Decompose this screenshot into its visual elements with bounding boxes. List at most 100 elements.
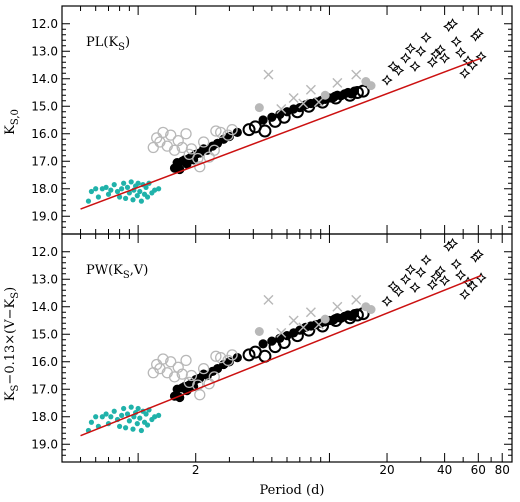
data-point-gray-ring bbox=[185, 369, 198, 382]
data-point-cyan bbox=[111, 182, 117, 188]
data-point-star bbox=[472, 27, 484, 39]
data-point-black-ring bbox=[258, 124, 272, 138]
data-point-cyan bbox=[93, 186, 99, 192]
data-point-gray-ring bbox=[210, 350, 222, 362]
data-point-black-ring bbox=[242, 348, 256, 362]
data-point-gray-ring bbox=[226, 349, 238, 361]
data-point-cyan bbox=[128, 179, 134, 185]
data-point-star bbox=[415, 266, 427, 278]
data-point-gray-cross bbox=[263, 294, 274, 305]
data-point-star bbox=[475, 272, 487, 284]
data-point-star bbox=[434, 44, 446, 56]
data-point-gray-ring bbox=[197, 362, 210, 375]
data-point-gray-cross bbox=[288, 315, 299, 326]
data-point-gray-cross bbox=[305, 84, 316, 95]
data-point-star bbox=[475, 51, 487, 63]
y-tick-label: 19.0 bbox=[31, 209, 58, 223]
data-point-black-filled bbox=[232, 127, 242, 137]
data-point-gray-cross bbox=[288, 93, 299, 103]
data-point-cyan bbox=[119, 412, 125, 418]
data-point-star bbox=[446, 18, 459, 30]
data-point-cyan bbox=[121, 405, 127, 412]
data-point-cyan bbox=[130, 197, 136, 203]
y-tick-label: 16.0 bbox=[31, 355, 58, 369]
data-point-cyan bbox=[111, 408, 117, 414]
data-point-gray-cross bbox=[298, 322, 309, 333]
data-point-cyan bbox=[143, 184, 149, 190]
data-point-cyan bbox=[124, 411, 131, 417]
data-point-star bbox=[450, 36, 462, 48]
data-point-gray-ring bbox=[208, 144, 220, 156]
panel-top: PL(KS) KS,0 12.0 13.0 14.0 15.0 16.0 17.0 18.0… bbox=[3, 5, 513, 235]
data-point-star bbox=[466, 280, 479, 292]
panel-top-ylabel: KS,0 bbox=[3, 109, 21, 135]
data-point-cyan bbox=[93, 414, 99, 420]
data-point-gray-ring bbox=[147, 141, 159, 154]
data-point-gray-cross bbox=[276, 327, 287, 338]
data-point-star bbox=[439, 52, 451, 64]
x-tick-label: 80 bbox=[495, 463, 510, 477]
data-point-gray-ring bbox=[192, 152, 204, 165]
data-point-star bbox=[430, 270, 442, 283]
data-point-gray-ring bbox=[180, 128, 192, 140]
data-point-gray-ring bbox=[210, 125, 222, 137]
y-tick-label: 17.0 bbox=[31, 382, 58, 396]
data-point-cyan bbox=[156, 412, 162, 418]
data-point-star bbox=[426, 279, 438, 291]
y-tick-label: 14.0 bbox=[31, 300, 58, 314]
data-point-cyan bbox=[85, 198, 92, 204]
data-point-star bbox=[439, 275, 451, 287]
data-point-star bbox=[450, 258, 462, 270]
data-point-cyan bbox=[88, 419, 95, 425]
data-point-cyan bbox=[152, 414, 158, 420]
data-point-black-ring bbox=[277, 336, 291, 349]
data-point-gray-ring bbox=[168, 371, 181, 383]
data-point-star bbox=[459, 288, 471, 300]
panel-bottom-title: PW(KS,V) bbox=[86, 263, 148, 281]
data-point-star bbox=[420, 31, 432, 44]
data-point-cyan bbox=[144, 422, 151, 428]
data-point-black-ring bbox=[329, 314, 343, 327]
data-point-cyan bbox=[130, 426, 136, 432]
data-point-cyan bbox=[116, 423, 123, 429]
data-point-cyan bbox=[143, 411, 149, 417]
data-point-star bbox=[420, 254, 432, 266]
panel-bottom-ylabel: KS−0.13×(V−KS) bbox=[3, 287, 21, 401]
y-tick-label: 13.0 bbox=[31, 44, 58, 58]
data-point-gray-cross bbox=[276, 104, 287, 114]
data-point-black-filled bbox=[258, 115, 268, 125]
data-point-star bbox=[404, 42, 417, 55]
data-point-cyan bbox=[116, 194, 123, 200]
data-point-cyan bbox=[134, 193, 140, 199]
data-point-cyan bbox=[152, 187, 158, 193]
data-point-star bbox=[466, 59, 479, 71]
data-point-star bbox=[387, 280, 399, 292]
y-tick-label: 18.0 bbox=[31, 182, 58, 196]
y-tick-label: 15.0 bbox=[31, 327, 58, 341]
data-point-black-ring bbox=[350, 86, 364, 99]
data-point-star bbox=[459, 67, 471, 79]
data-point-cyan bbox=[103, 411, 109, 417]
data-point-star bbox=[404, 264, 417, 276]
data-point-star bbox=[415, 45, 427, 57]
data-point-gray-ring bbox=[168, 144, 181, 156]
data-point-cyan bbox=[88, 188, 95, 195]
data-point-cyan bbox=[99, 414, 105, 420]
data-point-black-ring bbox=[343, 88, 357, 102]
panel-top-title: PL(KS) bbox=[86, 35, 130, 53]
data-point-cyan bbox=[138, 198, 144, 204]
data-point-gray-cross bbox=[313, 319, 324, 330]
x-tick-label: 60 bbox=[471, 463, 486, 477]
data-point-star bbox=[399, 52, 412, 64]
data-point-gray-ring bbox=[157, 353, 169, 365]
data-point-gray-cross bbox=[298, 98, 309, 109]
data-point-gray-cross bbox=[351, 69, 362, 80]
fit-line bbox=[80, 274, 482, 437]
data-point-cyan bbox=[134, 421, 140, 427]
data-point-cyan bbox=[137, 188, 143, 195]
data-point-gray-ring bbox=[197, 136, 210, 148]
data-point-star bbox=[409, 60, 421, 72]
data-point-star bbox=[426, 56, 438, 68]
data-point-star bbox=[455, 269, 467, 281]
data-point-gray-ring bbox=[194, 389, 206, 401]
